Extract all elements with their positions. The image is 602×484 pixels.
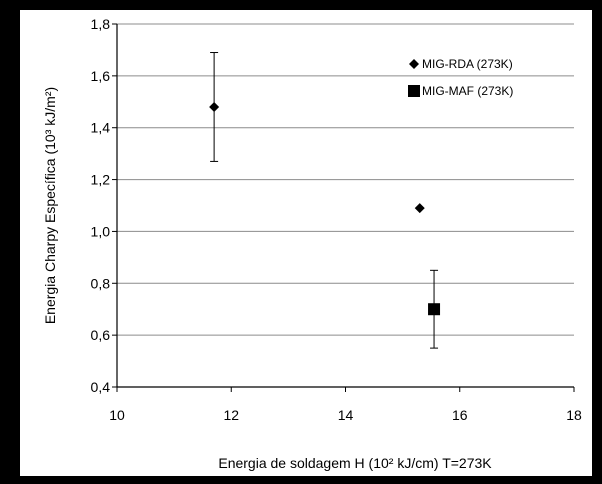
y-tick-label: 1,6 <box>91 68 111 84</box>
legend: MIG-RDA (273K) MIG-MAF (273K) <box>408 57 513 98</box>
x-tick-label: 18 <box>566 407 582 423</box>
chart-frame <box>20 10 592 476</box>
axes <box>112 23 575 392</box>
diamond-point <box>209 101 220 112</box>
x-tick-label: 10 <box>109 407 125 423</box>
diamond-point <box>414 203 425 214</box>
y-tick-label: 1,2 <box>91 172 111 188</box>
x-tick-label: 14 <box>338 407 354 423</box>
tick-labels: 0,4 0,6 0,8 1,0 1,2 1,4 1,6 1,8 10 12 14 16 18 <box>91 16 582 423</box>
data-marks <box>209 52 441 349</box>
y-tick-label: 0,6 <box>91 327 111 343</box>
legend-diamond-icon <box>409 59 419 69</box>
y-tick-label: 1,4 <box>91 120 111 136</box>
y-tick-label: 1,0 <box>91 223 111 239</box>
x-tick-label: 12 <box>223 407 239 423</box>
square-point <box>428 303 441 316</box>
y-tick-label: 0,8 <box>91 275 111 291</box>
x-tick-label: 16 <box>452 407 468 423</box>
legend-label: MIG-MAF (273K) <box>422 84 513 98</box>
legend-square-icon <box>408 85 420 97</box>
y-tick-label: 1,8 <box>91 16 111 32</box>
x-axis-title: Energia de soldagem H (10² kJ/cm) T=273K <box>218 455 492 471</box>
legend-label: MIG-RDA (273K) <box>422 57 513 71</box>
y-axis-title: Energia Charpy Específica (10³ kJ/m²) <box>42 87 58 324</box>
grid-lines <box>117 23 574 336</box>
y-tick-label: 0,4 <box>91 379 111 395</box>
